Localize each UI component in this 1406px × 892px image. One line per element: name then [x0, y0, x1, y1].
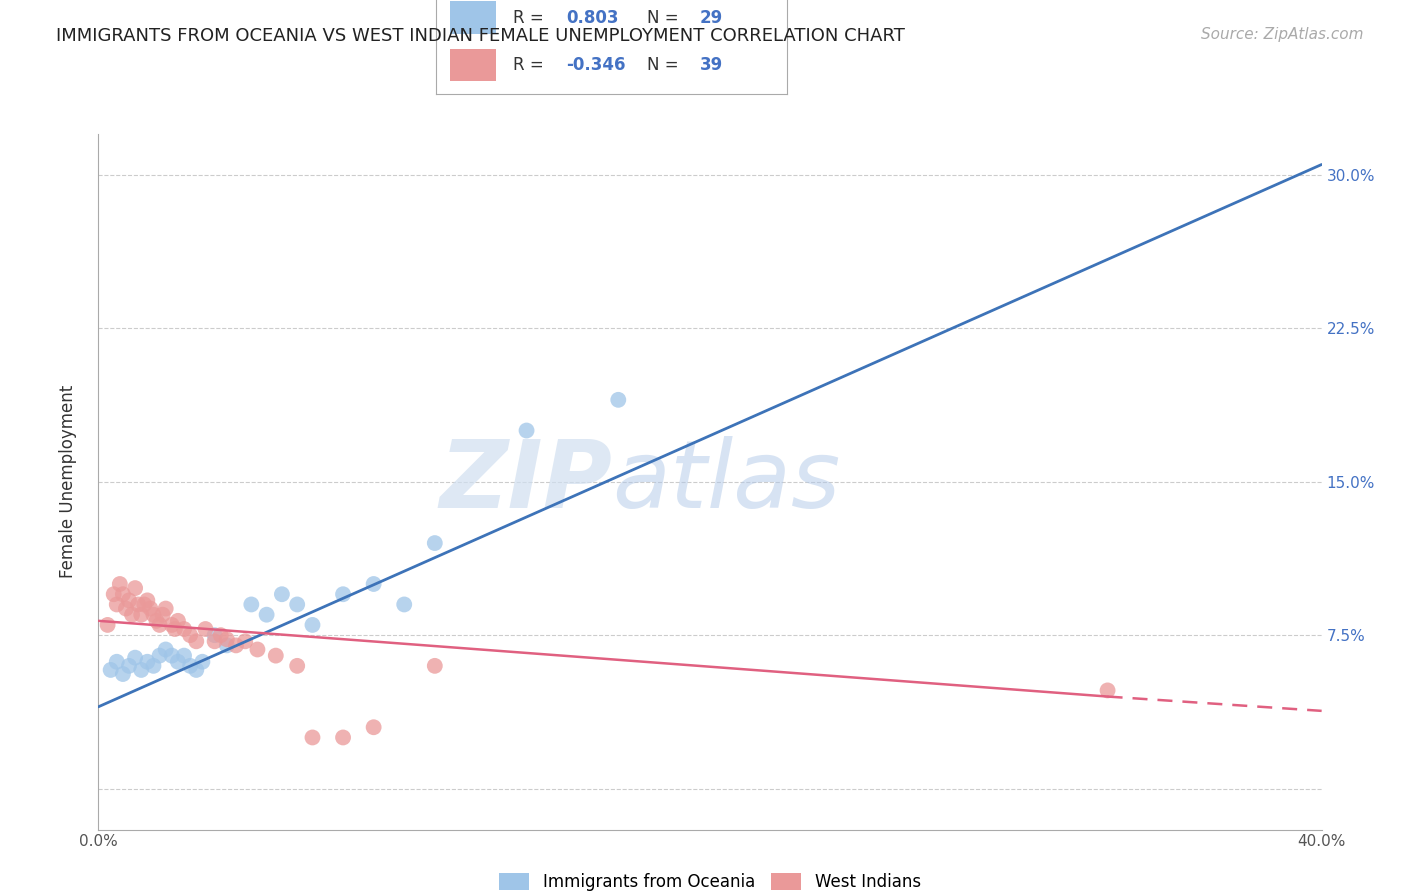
Point: [111, 587, 134, 601]
Text: ZIP: ZIP: [439, 435, 612, 528]
Point: [204, 628, 226, 642]
Point: [111, 667, 134, 681]
Point: [191, 655, 214, 669]
Point: [97, 618, 120, 632]
Point: [149, 618, 172, 632]
Point: [194, 622, 217, 636]
Point: [105, 598, 128, 612]
Point: [139, 601, 162, 615]
Point: [363, 577, 385, 591]
Point: [129, 663, 152, 677]
Text: IMMIGRANTS FROM OCEANIA VS WEST INDIAN FEMALE UNEMPLOYMENT CORRELATION CHART: IMMIGRANTS FROM OCEANIA VS WEST INDIAN F…: [56, 27, 905, 45]
Point: [118, 658, 141, 673]
Point: [215, 632, 238, 647]
Point: [103, 587, 125, 601]
Point: [1097, 683, 1119, 698]
Point: [392, 598, 416, 612]
Text: 29: 29: [700, 9, 723, 27]
Text: N =: N =: [647, 9, 678, 27]
Point: [105, 655, 128, 669]
Point: [264, 648, 287, 663]
Point: [301, 731, 323, 745]
Point: [121, 607, 143, 622]
Point: [149, 648, 172, 663]
Y-axis label: Female Unemployment: Female Unemployment: [59, 385, 77, 578]
Point: [124, 581, 146, 595]
Point: [136, 593, 159, 607]
Point: [118, 593, 141, 607]
Point: [186, 634, 208, 648]
FancyBboxPatch shape: [450, 48, 496, 81]
Point: [270, 587, 292, 601]
Point: [134, 598, 156, 612]
Point: [155, 642, 177, 657]
Text: Source: ZipAtlas.com: Source: ZipAtlas.com: [1201, 27, 1364, 42]
Point: [285, 658, 308, 673]
Point: [129, 607, 152, 622]
Point: [160, 618, 183, 632]
Text: 0.803: 0.803: [567, 9, 619, 27]
Point: [233, 634, 256, 648]
Point: [160, 648, 183, 663]
Point: [115, 601, 138, 615]
Point: [225, 639, 247, 653]
Point: [173, 622, 195, 636]
Point: [256, 607, 278, 622]
Point: [155, 601, 177, 615]
Point: [173, 648, 195, 663]
Point: [167, 655, 190, 669]
Point: [423, 536, 446, 550]
Point: [215, 639, 238, 653]
Point: [127, 598, 149, 612]
Point: [285, 598, 308, 612]
Point: [167, 614, 190, 628]
Point: [163, 622, 186, 636]
Point: [516, 424, 538, 438]
Point: [179, 658, 201, 673]
Point: [332, 587, 354, 601]
Point: [142, 658, 165, 673]
Point: [301, 618, 323, 632]
Point: [100, 663, 122, 677]
Text: N =: N =: [647, 56, 678, 74]
Point: [145, 614, 167, 628]
Text: atlas: atlas: [612, 436, 841, 527]
Text: 39: 39: [700, 56, 723, 74]
Point: [204, 634, 226, 648]
Point: [240, 598, 263, 612]
FancyBboxPatch shape: [450, 2, 496, 34]
Point: [186, 663, 208, 677]
Point: [423, 658, 446, 673]
Point: [152, 607, 174, 622]
Point: [108, 577, 131, 591]
Point: [246, 642, 269, 657]
Point: [179, 628, 201, 642]
Point: [209, 628, 232, 642]
Text: -0.346: -0.346: [567, 56, 626, 74]
Point: [332, 731, 354, 745]
Legend: Immigrants from Oceania, West Indians: Immigrants from Oceania, West Indians: [499, 872, 921, 891]
Text: R =: R =: [513, 9, 544, 27]
Point: [142, 607, 165, 622]
Point: [136, 655, 159, 669]
Text: R =: R =: [513, 56, 544, 74]
Point: [124, 650, 146, 665]
Point: [607, 392, 630, 407]
Point: [363, 720, 385, 734]
